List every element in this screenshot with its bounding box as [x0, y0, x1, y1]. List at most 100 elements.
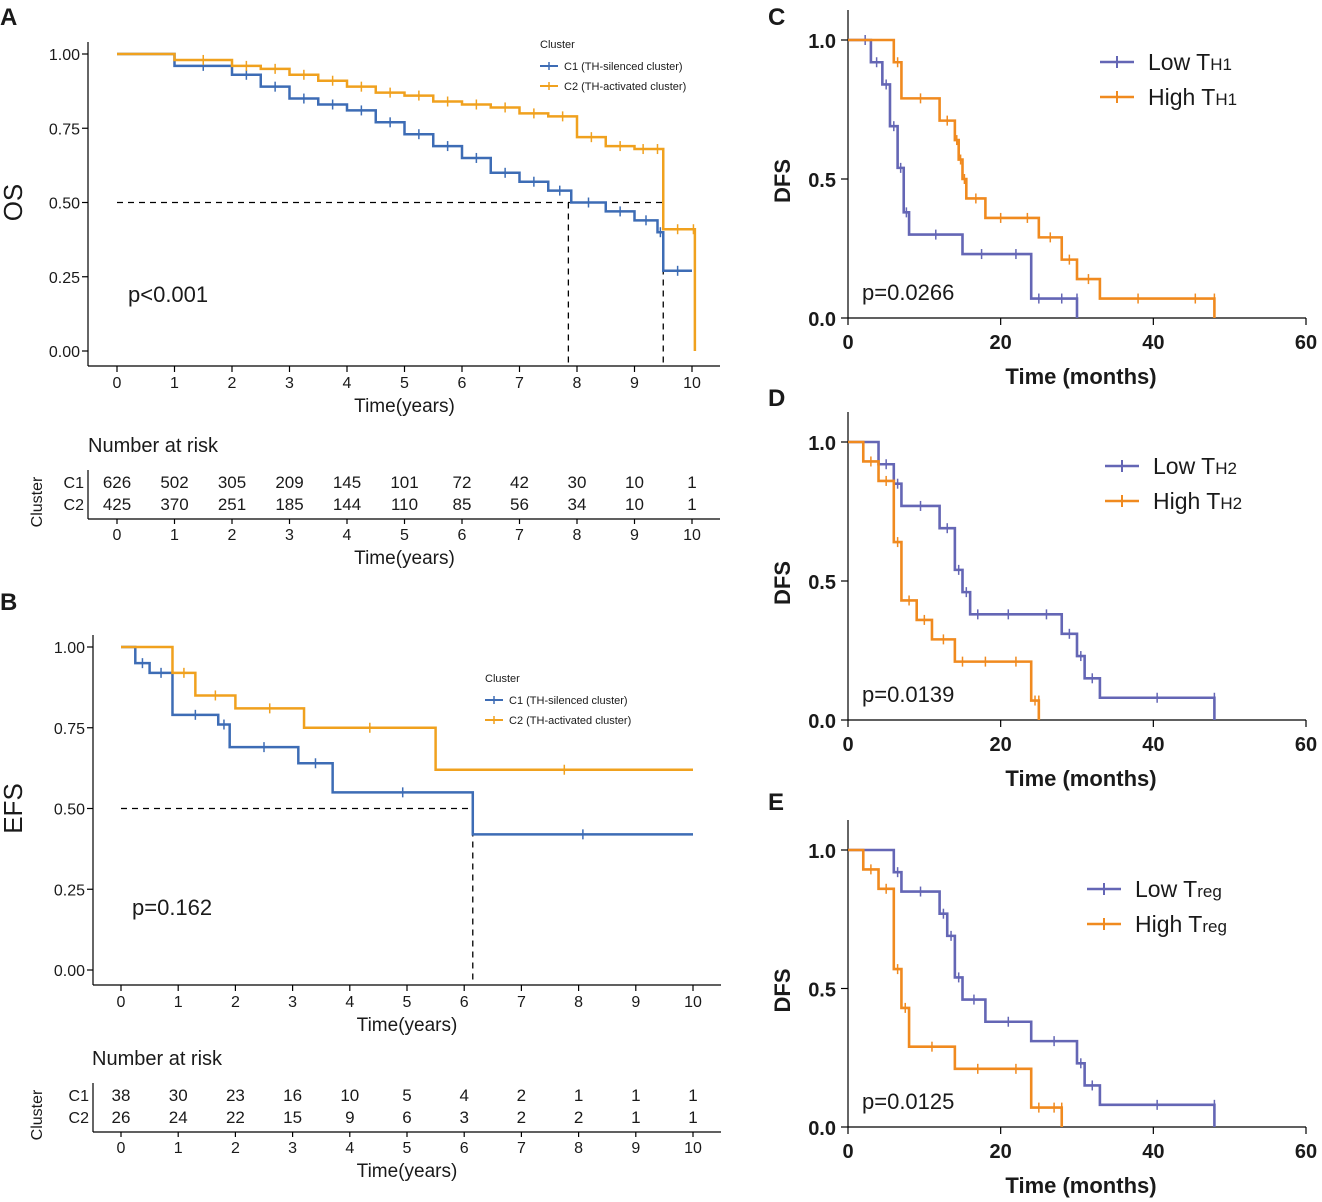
y-axis-label: OS [0, 184, 28, 222]
risk-x-tick-label: 10 [683, 527, 701, 544]
risk-cell-c1: 10 [625, 473, 644, 492]
x-tick-label: 60 [1295, 734, 1317, 756]
risk-cell-c2: 85 [453, 495, 472, 514]
risk-x-tick-label: 2 [228, 527, 237, 544]
risk-row-label-c2: C2 [69, 1110, 90, 1127]
x-tick-label: 20 [990, 1141, 1012, 1163]
risk-cell-c1: 30 [568, 473, 587, 492]
risk-cell-c2: 370 [160, 495, 188, 514]
risk-x-tick-label: 9 [630, 527, 639, 544]
y-tick-label: 0.5 [808, 572, 836, 594]
risk-x-tick-label: 6 [458, 527, 467, 544]
x-axis-label: Time (months) [1005, 364, 1156, 389]
series-line-high [848, 440, 1041, 720]
risk-row-label-c1: C1 [64, 475, 85, 492]
series-line-low [848, 440, 1216, 720]
y-tick-label: 1.00 [54, 640, 85, 657]
y-tick-label: 0.0 [808, 309, 836, 331]
x-tick-label: 7 [517, 994, 526, 1011]
x-tick-label: 6 [460, 994, 469, 1011]
x-axis-label: Time(years) [357, 1015, 458, 1036]
risk-cell-c2: 10 [625, 495, 644, 514]
y-tick-label: 0.50 [49, 196, 80, 213]
risk-cell-c1: 16 [283, 1086, 302, 1105]
x-tick-label: 2 [228, 375, 237, 392]
legend-entry-high: High Treg [1135, 911, 1227, 937]
risk-cell-c2: 1 [631, 1108, 640, 1127]
risk-cell-c1: 4 [459, 1086, 468, 1105]
x-tick-label: 1 [170, 375, 179, 392]
risk-cell-c2: 22 [226, 1108, 245, 1127]
risk-x-tick-label: 3 [288, 1140, 297, 1157]
x-tick-label: 0 [842, 332, 853, 354]
p-value: p<0.001 [128, 282, 208, 307]
risk-x-tick-label: 3 [285, 527, 294, 544]
x-tick-label: 5 [403, 994, 412, 1011]
risk-x-tick-label: 7 [515, 527, 524, 544]
risk-x-tick-label: 6 [460, 1140, 469, 1157]
y-tick-label: 1.00 [49, 47, 80, 64]
risk-cell-c1: 38 [112, 1086, 131, 1105]
series-line-c2 [117, 52, 697, 351]
risk-row-label-c2: C2 [64, 497, 85, 514]
x-tick-label: 0 [842, 734, 853, 756]
y-tick-label: 1.0 [808, 31, 836, 53]
legend-entry-c1: C1 (TH-silenced cluster) [509, 695, 628, 707]
y-tick-label: 0.25 [54, 882, 85, 899]
x-tick-label: 60 [1295, 332, 1317, 354]
y-tick-label: 0.0 [808, 1118, 836, 1140]
y-axis-label: DFS [770, 159, 795, 203]
y-axis-label: DFS [770, 561, 795, 605]
y-tick-label: 0.50 [54, 802, 85, 819]
risk-cell-c2: 56 [510, 495, 529, 514]
risk-cell-c1: 101 [390, 473, 418, 492]
p-value: p=0.162 [132, 895, 212, 920]
panel-letter-c: C [768, 4, 785, 31]
risk-x-axis-label: Time(years) [357, 1161, 458, 1182]
legend-entry-high: High TH2 [1153, 488, 1242, 514]
x-tick-label: 2 [231, 994, 240, 1011]
risk-cell-c2: 9 [345, 1108, 354, 1127]
y-tick-label: 0.5 [808, 170, 836, 192]
panel-letter-b: B [0, 589, 17, 616]
panel-letter-d: D [768, 385, 785, 412]
y-tick-label: 0.25 [49, 270, 80, 287]
legend-entry-low: Low Treg [1135, 876, 1222, 902]
risk-cell-c2: 425 [103, 495, 131, 514]
p-value: p=0.0125 [862, 1089, 954, 1114]
series-line-c2 [121, 645, 693, 771]
x-tick-label: 20 [990, 332, 1012, 354]
risk-table-cluster-label: Cluster [29, 1089, 46, 1140]
x-tick-label: 20 [990, 734, 1012, 756]
risk-cell-c1: 10 [340, 1086, 359, 1105]
x-tick-label: 6 [458, 375, 467, 392]
risk-cell-c2: 1 [688, 1108, 697, 1127]
risk-cell-c2: 110 [391, 495, 418, 514]
x-tick-label: 3 [288, 994, 297, 1011]
x-tick-label: 8 [574, 994, 583, 1011]
risk-cell-c2: 2 [517, 1108, 526, 1127]
series-line-c1 [121, 645, 693, 836]
risk-cell-c1: 30 [169, 1086, 188, 1105]
legend-entry-low: Low TH1 [1148, 49, 1232, 75]
risk-cell-c2: 1 [687, 495, 696, 514]
y-tick-label: 0.75 [54, 721, 85, 738]
risk-cell-c1: 209 [275, 473, 303, 492]
y-axis-label: DFS [770, 969, 795, 1013]
risk-x-tick-label: 2 [231, 1140, 240, 1157]
x-tick-label: 10 [683, 375, 701, 392]
y-tick-label: 0.5 [808, 980, 836, 1002]
risk-x-tick-label: 1 [174, 1140, 183, 1157]
risk-cell-c1: 145 [333, 473, 361, 492]
risk-cell-c1: 1 [631, 1086, 640, 1105]
x-tick-label: 3 [285, 375, 294, 392]
legend-entry-c2: C2 (TH-activated cluster) [509, 715, 631, 727]
risk-cell-c2: 251 [218, 495, 246, 514]
series-line-low [848, 848, 1216, 1127]
risk-x-tick-label: 8 [574, 1140, 583, 1157]
y-tick-label: 0.00 [54, 963, 85, 980]
risk-row-label-c1: C1 [69, 1088, 90, 1105]
risk-cell-c2: 24 [169, 1108, 188, 1127]
legend-entry-c1: C1 (TH-silenced cluster) [564, 61, 683, 73]
